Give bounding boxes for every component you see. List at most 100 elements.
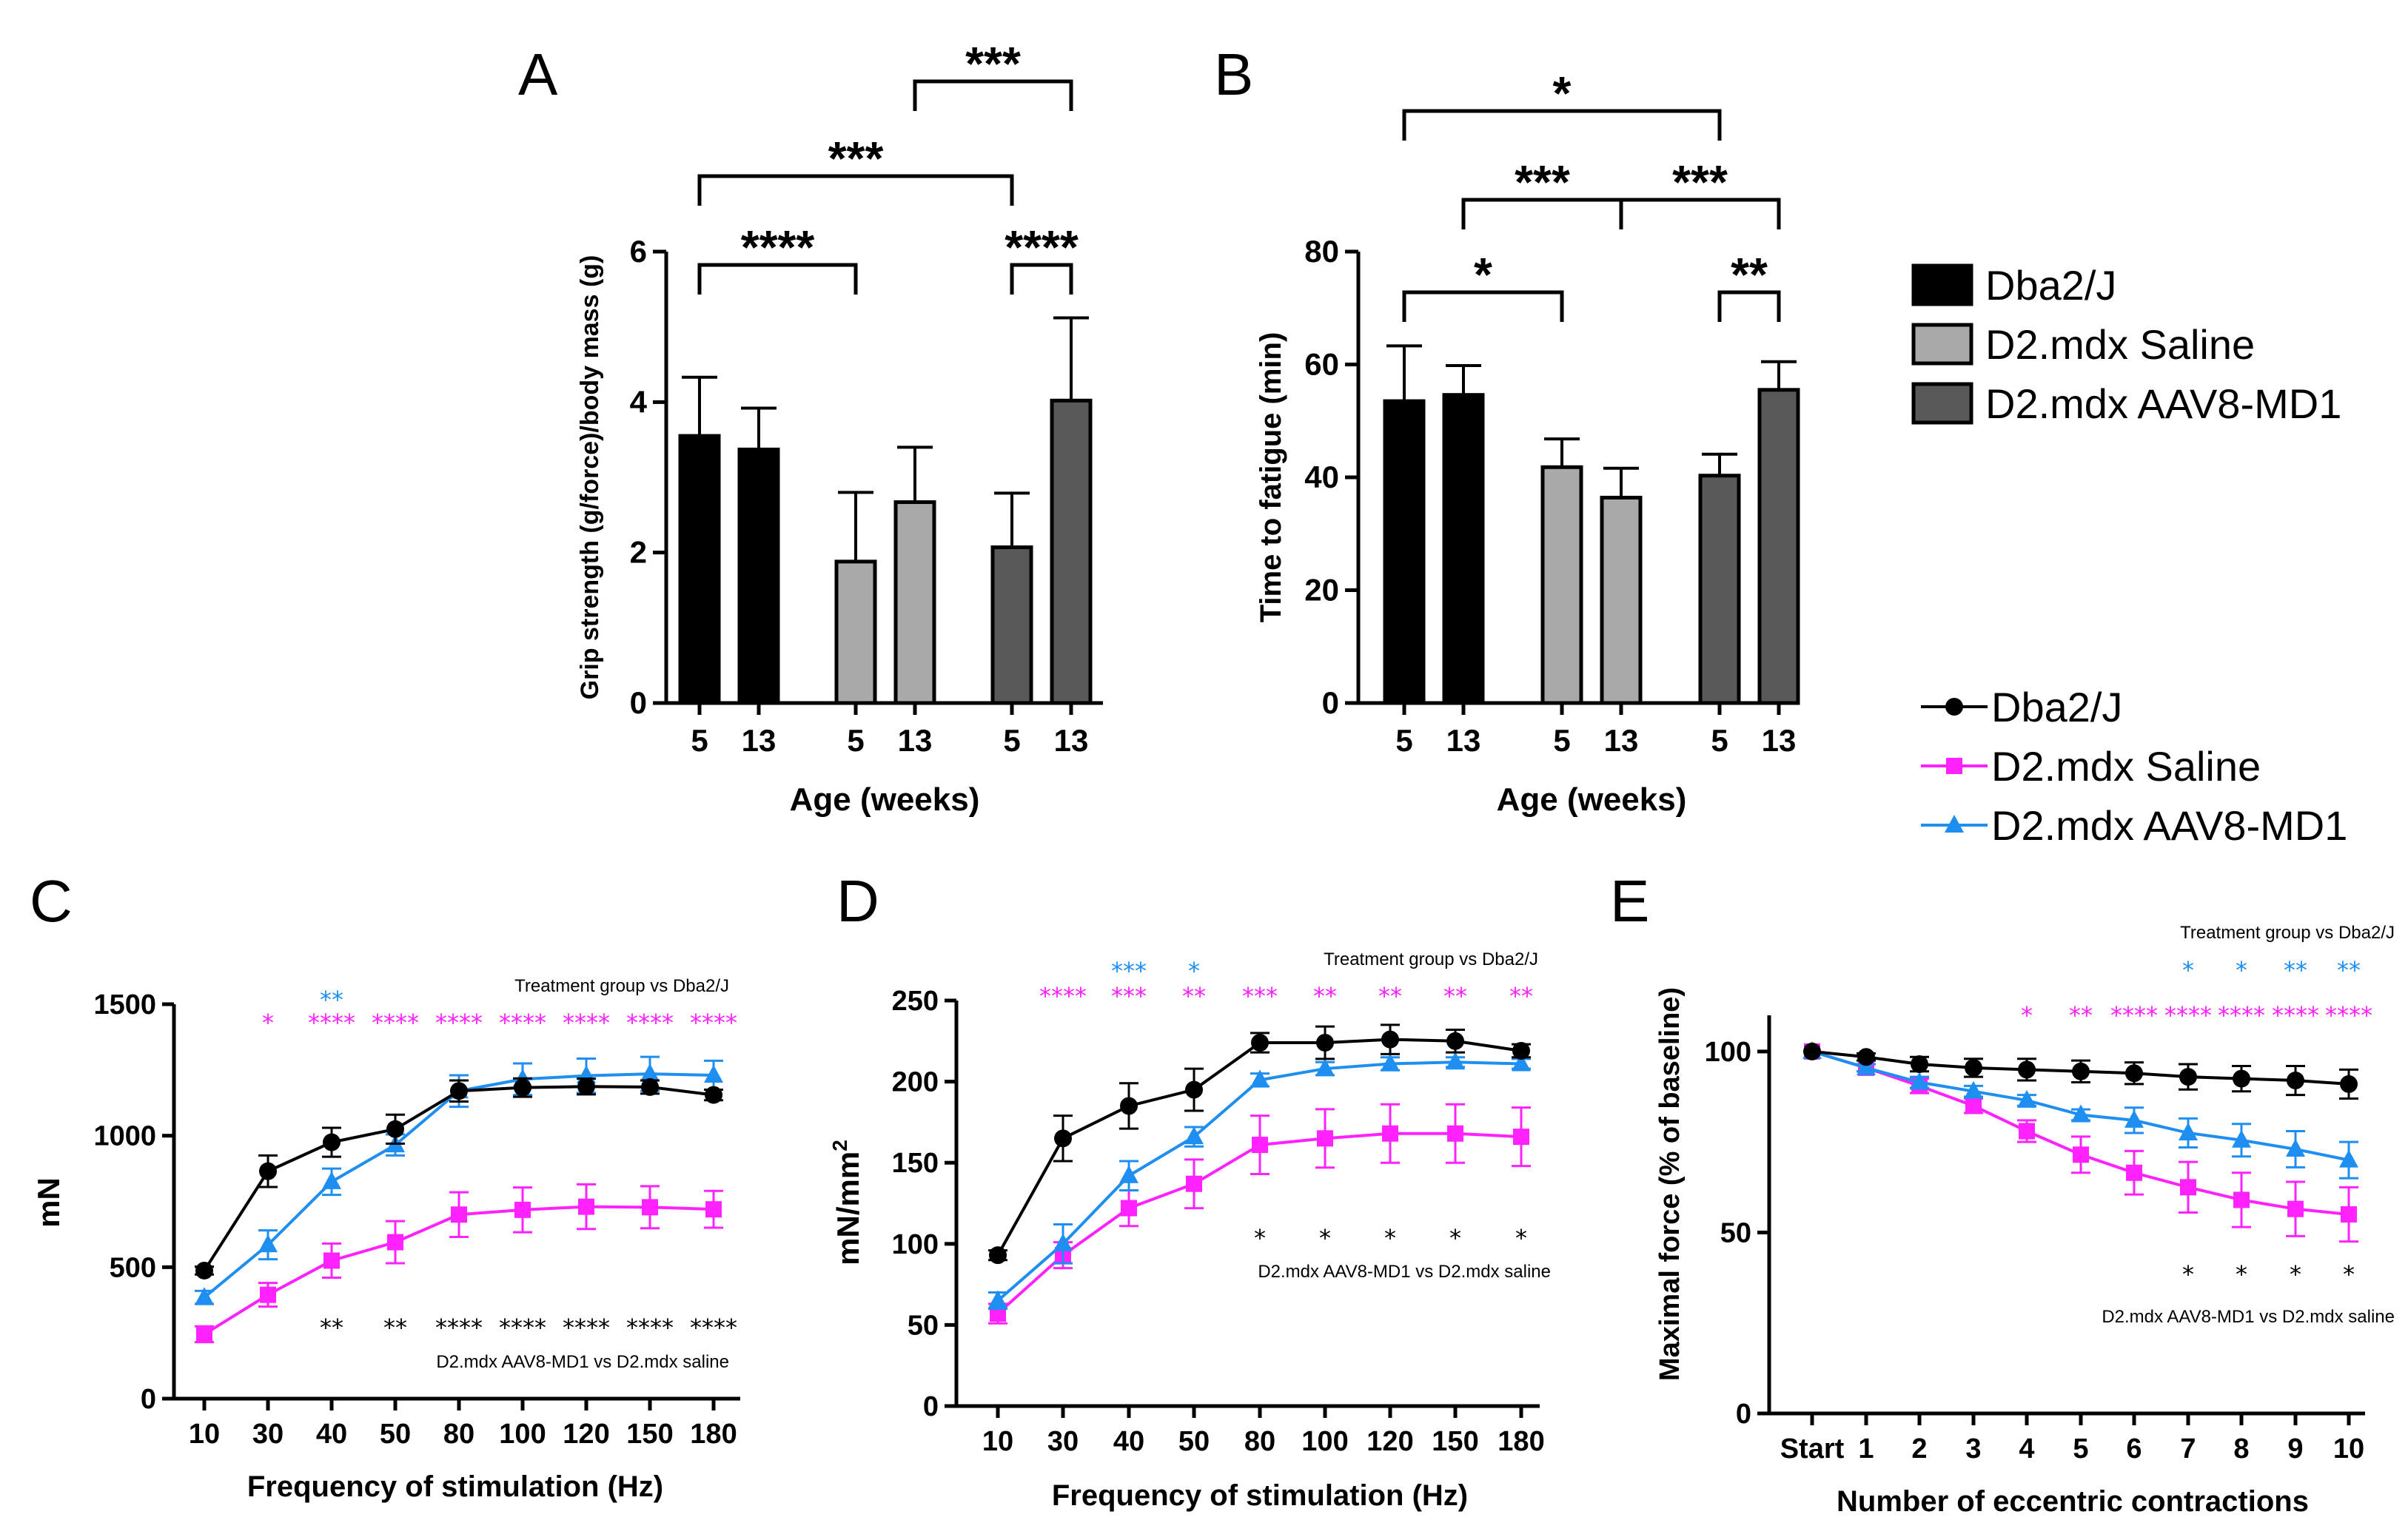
- x-tick-label: 8: [2233, 1433, 2249, 1465]
- bracket-line: [1402, 109, 1722, 141]
- bracket-label: *: [1474, 248, 1492, 301]
- significance-mark: *: [1449, 1224, 1461, 1252]
- y-tick-label: 60: [1304, 347, 1339, 382]
- significance-mark: ****: [372, 1009, 419, 1037]
- annotation-top: Treatment group vs Dba2/J: [1324, 949, 1538, 969]
- data-point: [1382, 1125, 1398, 1142]
- significance-mark: **: [1313, 982, 1337, 1010]
- data-point: [2340, 1075, 2358, 1093]
- x-tick-label: Start: [1780, 1433, 1845, 1465]
- x-tick-label: 40: [1113, 1426, 1144, 1457]
- data-point: [1185, 1080, 1203, 1099]
- x-tick-label: 13: [1762, 723, 1797, 758]
- bracket-label: ****: [1005, 221, 1079, 274]
- bracket-line: [1619, 198, 1781, 229]
- y-tick-label: 250: [892, 986, 939, 1017]
- x-tick-label: 13: [1604, 723, 1639, 758]
- data-point: [2287, 1200, 2304, 1217]
- x-tick-label: 5: [1711, 723, 1728, 758]
- bar: [1757, 388, 1800, 705]
- bar: [893, 500, 936, 705]
- y-tick-label: 0: [1736, 1399, 1751, 1430]
- data-point: [1512, 1053, 1531, 1072]
- x-axis-label: Frequency of stimulation (Hz): [1052, 1479, 1468, 1512]
- bracket-label: **: [1731, 248, 1768, 301]
- data-point: [2339, 1149, 2358, 1168]
- x-tick-label: 13: [898, 723, 933, 758]
- panel-letter-b: B: [1214, 41, 1253, 107]
- significance-mark: ****: [563, 1009, 610, 1037]
- x-axis-label: Frequency of stimulation (Hz): [247, 1470, 663, 1503]
- data-point: [1857, 1057, 1876, 1075]
- significance-mark: ****: [308, 1009, 355, 1037]
- y-tick-label: 2: [630, 535, 647, 570]
- significance-mark: ****: [499, 1314, 546, 1342]
- bracket-line: [697, 263, 858, 295]
- significance-mark: ***: [1111, 982, 1147, 1010]
- y-tick-label: 50: [908, 1310, 939, 1341]
- legend-label: Dba2/J: [1985, 262, 2116, 309]
- panel-letter-e: E: [1610, 868, 1649, 934]
- x-tick-label: 10: [2333, 1433, 2364, 1465]
- data-point: [1381, 1030, 1399, 1049]
- legend-swatch: [1911, 323, 1973, 366]
- data-point: [705, 1201, 722, 1218]
- data-point: [387, 1234, 403, 1251]
- series-d2-mdx-aav8-md1: [1802, 1040, 2358, 1180]
- y-tick-label: 4: [630, 384, 648, 419]
- data-point: [195, 1261, 213, 1280]
- x-tick-label: 2: [1911, 1433, 1927, 1465]
- data-point: [1053, 1233, 1073, 1251]
- significance-mark: ****: [690, 1314, 737, 1342]
- y-axis-label-main: mN/mm: [831, 1151, 865, 1265]
- x-ticks: 5 13 5 13 5 13: [1395, 703, 1796, 758]
- x-axis-label: Age (weeks): [1497, 781, 1687, 818]
- x-tick-label: 50: [380, 1419, 411, 1450]
- data-point: [1446, 1052, 1465, 1070]
- y-tick-label: 100: [1705, 1037, 1751, 1068]
- series-dba2-j: [988, 1023, 1531, 1265]
- data-point: [195, 1287, 214, 1305]
- data-point: [260, 1286, 276, 1303]
- data-point: [450, 1082, 468, 1100]
- data-point: [704, 1064, 723, 1083]
- data-point: [196, 1325, 212, 1342]
- data-point: [323, 1252, 340, 1269]
- data-point: [2179, 1068, 2197, 1086]
- x-tick-label: 9: [2287, 1433, 2303, 1465]
- series: [195, 1055, 723, 1344]
- y-ticks: 0 50 100 150 200 250: [892, 986, 956, 1422]
- bar: [1698, 474, 1741, 705]
- bracket-line: [697, 174, 1014, 206]
- data-point: [2179, 1122, 2198, 1140]
- bracket-label: ***: [828, 132, 884, 185]
- data-point: [514, 1078, 531, 1097]
- y-tick-label: 0: [923, 1391, 939, 1422]
- data-point: [1512, 1041, 1530, 1060]
- data-point: [2072, 1062, 2090, 1080]
- x-tick-label: 180: [690, 1419, 737, 1450]
- series: [988, 1023, 1531, 1325]
- annotation-bottom: D2.mdx AAV8-MD1 vs D2.mdx saline: [1258, 1262, 1551, 1282]
- series-dba2-j: [195, 1077, 723, 1280]
- data-point: [1316, 1033, 1334, 1052]
- y-tick-label: 200: [892, 1067, 939, 1098]
- legend-label: D2.mdx AAV8-MD1: [1991, 802, 2347, 849]
- legend-label: D2.mdx Saline: [1985, 321, 2255, 368]
- x-axis-label: Age (weeks): [790, 781, 980, 818]
- bracket-line: [913, 79, 1073, 111]
- data-point: [1186, 1175, 1202, 1192]
- series-d2-mdx-saline: [1804, 1043, 2358, 1243]
- data-point: [1054, 1129, 1072, 1148]
- y-tick-label: 80: [1304, 234, 1339, 269]
- bars: [1383, 344, 1800, 705]
- significance-mark: ****: [2218, 1001, 2265, 1029]
- data-point: [259, 1162, 277, 1180]
- significance-mark: ****: [690, 1009, 737, 1037]
- x-tick-label: 5: [1003, 723, 1020, 758]
- data-point: [2125, 1064, 2143, 1083]
- y-ticks: 0 20 40 60 80: [1304, 234, 1358, 720]
- x-tick-label: 13: [1446, 723, 1481, 758]
